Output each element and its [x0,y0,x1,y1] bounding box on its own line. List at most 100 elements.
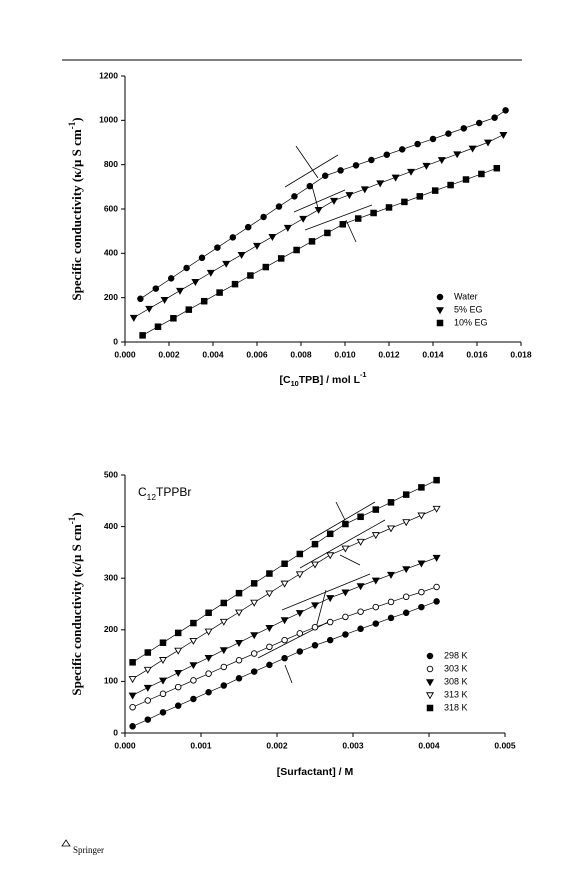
annotation-part: 12 [147,492,157,502]
legend-label: 10% EG [454,317,488,327]
data-point [342,520,349,528]
data-point [277,255,285,262]
data-point [402,566,411,574]
x-axis-label-part: 10 [291,379,299,388]
data-point [311,540,319,548]
data-point [176,287,184,295]
x-axis-label-part: TPB] / mol L [299,374,361,386]
data-point [295,571,304,579]
x-axis-label-part: -1 [360,370,367,379]
data-point [160,296,169,304]
data-point [128,692,137,700]
fit-line [304,204,373,231]
data-point [387,499,395,506]
data-point [295,610,304,618]
data-point [152,285,160,292]
data-point [453,151,462,159]
arrow [295,145,319,179]
data-point [247,272,254,279]
data-point [174,683,182,691]
data-point [220,663,228,671]
series-line [142,167,497,336]
data-point [324,229,331,237]
arrow [315,589,327,629]
data-point [198,254,206,262]
data-point [281,654,288,662]
data-point [280,580,289,588]
legend-marker [426,665,434,673]
x-tick-label: 0.000 [114,740,136,750]
x-tick-label: 0.001 [190,740,212,750]
data-point [145,305,154,313]
data-point [170,315,177,322]
data-point [306,182,314,190]
data-point [219,647,228,655]
x-tick-label: 0.016 [466,349,488,359]
data-point [371,532,380,540]
data-point [244,223,252,231]
data-point [266,643,273,651]
data-point [432,505,441,513]
data-point [129,659,136,666]
data-point [433,598,440,605]
data-point [154,323,162,330]
data-point [205,670,212,677]
x-tick-label: 0.018 [510,349,532,359]
publisher: Springer [73,845,104,855]
data-point [144,697,152,704]
data-point [342,631,349,638]
fit-line [281,573,371,611]
data-point [275,203,283,210]
data-point [337,167,344,174]
data-point [265,625,274,632]
series-line [133,134,504,318]
legend-label: 5% EG [454,304,483,314]
data-point [189,637,198,645]
y-tick-label: 100 [104,676,118,686]
x-axis-label-part: [Surfactant] / M [277,766,354,778]
data-point [283,224,292,232]
data-point [401,198,408,206]
data-point [204,628,213,636]
data-point [391,174,400,182]
data-point [250,650,258,657]
data-point [214,244,221,251]
data-point [296,648,304,655]
data-point [189,662,198,670]
y-axis-label-part: ) [69,117,84,121]
data-point [220,682,228,689]
data-point [308,238,316,245]
data-point [418,484,425,491]
data-point [139,332,146,339]
fit-line [284,154,339,188]
data-point [314,206,323,214]
data-point [219,618,228,626]
arrow [339,554,361,566]
data-point [296,550,304,558]
data-point [129,703,136,711]
data-point [167,275,175,282]
data-point [385,204,393,211]
data-point [339,221,347,228]
x-tick-label: 0.005 [494,740,516,750]
y-tick-label: 0 [113,727,118,737]
legend-label: 308 K [444,676,468,686]
data-point [235,589,243,597]
y-tick-label: 1200 [99,70,118,80]
y-tick-label: 300 [104,572,118,582]
data-point [429,135,437,143]
data-point [342,613,349,621]
data-point [311,642,319,649]
data-point [205,688,212,696]
data-point [372,506,380,513]
data-point [330,197,338,205]
data-point [502,107,509,114]
data-point [354,215,362,222]
x-tick-label: 0.006 [246,349,268,359]
data-point [250,632,259,640]
data-point [265,590,274,598]
data-point [462,176,470,183]
x-tick-label: 0.008 [290,349,312,359]
data-point [445,130,452,137]
data-point [144,716,152,723]
